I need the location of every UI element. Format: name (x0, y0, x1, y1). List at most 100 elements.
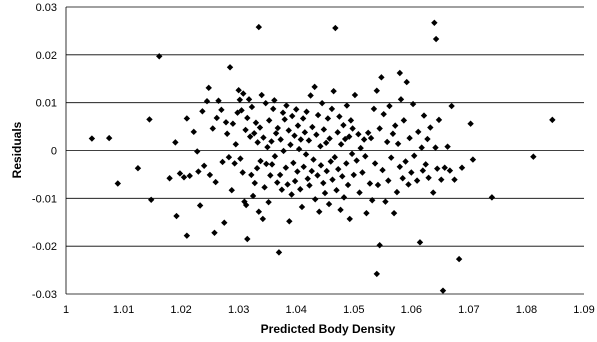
data-point (172, 139, 179, 146)
data-point (275, 249, 283, 256)
y-axis-title: Residuals (10, 121, 24, 178)
x-tick-label: 1.06 (401, 304, 422, 316)
data-point (327, 158, 334, 165)
data-point (321, 189, 329, 197)
data-point (387, 154, 395, 161)
data-point (434, 165, 441, 172)
data-point (219, 158, 226, 166)
data-point (288, 191, 295, 198)
data-point (283, 102, 290, 109)
data-point (286, 218, 293, 225)
data-point (415, 128, 422, 136)
data-point (356, 189, 363, 196)
data-point (229, 120, 237, 127)
data-point (312, 196, 319, 203)
data-point (316, 208, 323, 215)
x-axis-title: Predicted Body Density (261, 322, 396, 336)
data-point (350, 171, 357, 179)
data-point (424, 135, 431, 143)
data-point (240, 90, 247, 97)
data-point (446, 167, 454, 174)
data-point (310, 156, 317, 163)
data-point (299, 115, 307, 122)
data-point (180, 174, 188, 181)
data-point (439, 287, 447, 294)
data-point (255, 208, 263, 215)
data-point (383, 138, 391, 146)
x-tick-label: 1 (63, 304, 69, 316)
data-point (215, 97, 222, 104)
data-point (228, 187, 235, 194)
data-point (393, 188, 401, 196)
data-point (333, 187, 340, 194)
y-tick-label: -0.02 (32, 241, 57, 253)
data-point (374, 181, 382, 189)
data-point (265, 117, 273, 124)
data-point (264, 143, 271, 151)
data-point (416, 239, 424, 246)
data-point (255, 23, 263, 31)
data-point (226, 64, 234, 71)
data-point (263, 160, 270, 168)
data-point (195, 168, 202, 175)
x-tick-label: 1.09 (573, 304, 594, 316)
data-point (259, 215, 267, 223)
data-point (302, 151, 310, 158)
data-point (373, 87, 380, 94)
data-point (351, 91, 359, 99)
data-point (203, 98, 211, 105)
data-point (370, 105, 378, 113)
data-point (309, 123, 316, 131)
data-point (105, 134, 113, 142)
data-point (324, 115, 332, 122)
data-point (422, 161, 429, 168)
data-point (349, 125, 356, 132)
data-point (409, 100, 417, 108)
data-point (248, 171, 255, 179)
data-point (261, 184, 268, 191)
data-point (254, 139, 261, 146)
y-tick-label: -0.01 (32, 193, 57, 205)
data-point (376, 125, 383, 132)
data-point (294, 122, 302, 129)
data-point (367, 134, 375, 142)
data-point (396, 69, 404, 77)
data-point (337, 141, 345, 148)
data-point (301, 129, 309, 136)
data-point (297, 136, 305, 143)
data-point (260, 134, 267, 141)
data-point (290, 159, 297, 167)
data-point (279, 109, 287, 116)
data-point (251, 179, 258, 187)
data-point (305, 137, 313, 144)
data-point (317, 142, 324, 150)
data-point (432, 35, 440, 43)
data-point (431, 19, 438, 26)
data-point (280, 147, 287, 155)
x-tick-label: 1.08 (516, 304, 537, 316)
data-point (325, 200, 333, 208)
data-point (451, 176, 458, 183)
data-point (467, 120, 474, 127)
data-point (307, 92, 314, 99)
data-point (244, 114, 251, 122)
data-point (314, 172, 321, 179)
data-point (221, 219, 228, 226)
data-point (455, 255, 463, 263)
x-tick-label: 1.05 (343, 304, 364, 316)
data-point (253, 164, 261, 172)
data-point (304, 175, 311, 182)
data-point (244, 235, 251, 243)
data-point (363, 209, 370, 217)
data-point (385, 177, 392, 184)
data-point (239, 169, 246, 176)
data-point (268, 161, 276, 168)
data-point (364, 129, 372, 137)
data-point (425, 174, 432, 181)
y-tick-label: 0.03 (36, 2, 57, 14)
data-point (114, 180, 121, 187)
data-point (234, 109, 241, 116)
data-point (257, 157, 264, 165)
data-point (267, 172, 274, 179)
data-point (326, 135, 333, 142)
